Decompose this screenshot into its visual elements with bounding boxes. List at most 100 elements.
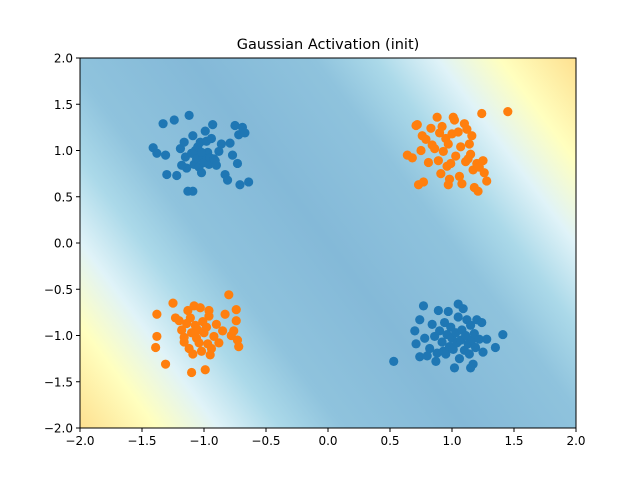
- data-point: [185, 313, 195, 323]
- data-point: [415, 315, 425, 325]
- data-point: [443, 306, 453, 317]
- data-point: [482, 334, 492, 344]
- x-tick-label: 0.5: [380, 434, 399, 448]
- data-point: [435, 326, 445, 336]
- y-tick-label: −1.0: [44, 329, 73, 343]
- data-point: [478, 347, 488, 357]
- data-point: [169, 115, 179, 125]
- y-tick-label: −0.5: [44, 283, 73, 297]
- data-point: [162, 169, 172, 180]
- data-point: [432, 112, 442, 122]
- data-point: [151, 342, 161, 353]
- data-point: [196, 346, 207, 356]
- y-tick-label: 1.5: [54, 98, 73, 112]
- data-point: [477, 317, 487, 328]
- data-point: [152, 331, 162, 342]
- data-point: [436, 169, 446, 179]
- data-point: [158, 119, 168, 129]
- y-axis: −2.0 −1.5 −1.0 −0.5 0.0 0.5 1.0 1.5 2.0: [44, 52, 80, 436]
- data-point: [454, 354, 465, 364]
- points-layer: [148, 107, 513, 378]
- data-point: [473, 186, 483, 196]
- data-point: [225, 138, 235, 148]
- data-point: [195, 303, 205, 313]
- data-point: [196, 147, 207, 157]
- data-point: [211, 160, 221, 170]
- data-point: [206, 343, 217, 354]
- data-point: [438, 146, 448, 157]
- data-point: [214, 338, 224, 348]
- data-point: [422, 351, 432, 361]
- data-point: [446, 158, 456, 169]
- data-point: [466, 320, 476, 330]
- data-point: [423, 157, 434, 168]
- x-tick-label: 1.0: [442, 434, 461, 448]
- y-tick-label: −2.0: [44, 422, 73, 436]
- data-point: [416, 145, 426, 156]
- plot-background: [80, 58, 576, 428]
- data-point: [437, 337, 447, 347]
- data-point: [230, 120, 240, 131]
- data-point: [240, 128, 250, 138]
- data-point: [466, 149, 476, 159]
- data-point: [389, 356, 399, 366]
- data-point: [418, 177, 429, 187]
- data-point: [420, 333, 430, 343]
- data-point: [194, 338, 204, 348]
- data-point: [470, 342, 481, 353]
- data-point: [441, 349, 451, 359]
- data-point: [449, 363, 460, 373]
- data-point: [188, 131, 198, 141]
- x-tick-label: −0.5: [251, 434, 280, 448]
- data-point: [204, 305, 214, 316]
- data-point: [188, 349, 198, 359]
- data-point: [174, 316, 184, 326]
- data-point: [168, 298, 178, 308]
- data-point: [211, 319, 221, 329]
- data-point: [234, 342, 244, 352]
- data-point: [209, 331, 219, 342]
- data-point: [218, 326, 228, 336]
- x-tick-label: 2.0: [566, 434, 585, 448]
- data-point: [498, 329, 508, 340]
- data-point: [464, 349, 474, 359]
- data-point: [458, 304, 468, 314]
- x-tick-label: −1.0: [189, 434, 218, 448]
- data-point: [179, 137, 189, 147]
- data-point: [443, 180, 453, 190]
- data-point: [201, 322, 212, 332]
- data-point: [415, 352, 425, 362]
- data-point: [462, 124, 472, 134]
- data-point: [222, 175, 233, 185]
- x-tick-label: −2.0: [65, 434, 94, 448]
- data-point: [418, 301, 429, 311]
- data-point: [220, 309, 230, 319]
- data-point: [427, 319, 437, 329]
- chart-title: Gaussian Activation (init): [237, 37, 420, 53]
- data-point: [433, 305, 443, 316]
- data-point: [184, 110, 194, 120]
- data-point: [457, 179, 467, 189]
- data-point: [214, 146, 224, 157]
- data-point: [490, 342, 500, 353]
- data-point: [235, 180, 245, 190]
- data-point: [467, 131, 477, 141]
- data-point: [224, 290, 234, 300]
- data-point: [466, 363, 476, 373]
- data-point: [421, 134, 431, 144]
- data-point: [172, 170, 182, 181]
- data-point: [456, 142, 466, 152]
- y-tick-label: 0.0: [54, 237, 73, 251]
- data-point: [453, 312, 463, 322]
- y-tick-label: −1.5: [44, 375, 73, 389]
- data-point: [477, 108, 487, 119]
- data-point: [410, 326, 420, 336]
- data-point: [208, 120, 218, 130]
- y-tick-label: 1.0: [54, 144, 73, 158]
- data-point: [229, 326, 239, 336]
- data-point: [196, 168, 207, 178]
- data-point: [411, 339, 421, 349]
- data-point: [478, 156, 488, 166]
- data-point: [412, 120, 422, 130]
